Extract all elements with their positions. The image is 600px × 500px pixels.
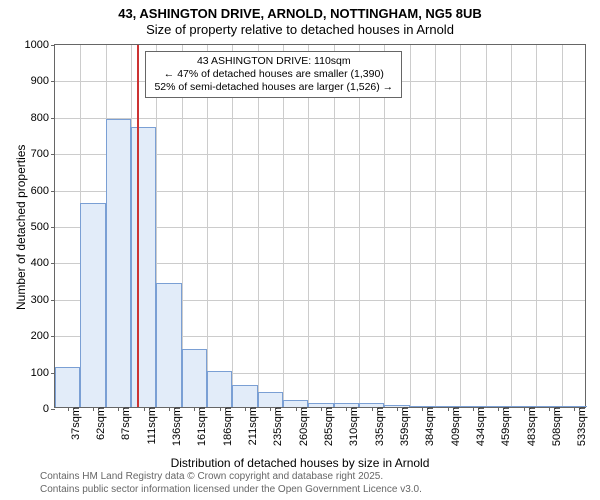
x-tick-label: 335sqm <box>368 407 386 446</box>
gridline-v <box>384 45 385 407</box>
x-tick-label: 87sqm <box>114 407 132 440</box>
y-tick-label: 800 <box>31 112 55 124</box>
gridline-v <box>460 45 461 407</box>
x-tick-label: 384sqm <box>418 407 436 446</box>
gridline-v <box>536 45 537 407</box>
x-tick-label: 459sqm <box>494 407 512 446</box>
gridline-v <box>232 45 233 407</box>
gridline-v <box>283 45 284 407</box>
x-tick-label: 533sqm <box>570 407 588 446</box>
y-axis-title: Number of detached properties <box>14 145 28 310</box>
gridline-v <box>435 45 436 407</box>
y-tick-label: 900 <box>31 75 55 87</box>
bar <box>80 203 105 407</box>
bar <box>232 385 257 407</box>
x-tick-label: 161sqm <box>190 407 208 446</box>
gridline-v <box>334 45 335 407</box>
y-tick-label: 0 <box>43 403 55 415</box>
x-tick-label: 483sqm <box>520 407 538 446</box>
bar <box>131 127 156 407</box>
y-tick-label: 100 <box>31 367 55 379</box>
y-tick-label: 1000 <box>25 39 55 51</box>
gridline-v <box>562 45 563 407</box>
plot-area: 0100200300400500600700800900100037sqm62s… <box>54 44 586 408</box>
x-tick-label: 260sqm <box>292 407 310 446</box>
annotation-line: ← 47% of detached houses are smaller (1,… <box>154 68 393 81</box>
x-tick-label: 508sqm <box>545 407 563 446</box>
x-tick-label: 359sqm <box>393 407 411 446</box>
footer-text: Contains HM Land Registry data © Crown c… <box>40 470 422 496</box>
y-tick-label: 400 <box>31 257 55 269</box>
chart-container: 43, ASHINGTON DRIVE, ARNOLD, NOTTINGHAM,… <box>0 0 600 500</box>
x-tick-label: 111sqm <box>140 407 158 445</box>
bar <box>283 400 308 407</box>
annotation-line: 52% of semi-detached houses are larger (… <box>154 81 393 94</box>
annotation-line: 43 ASHINGTON DRIVE: 110sqm <box>154 55 393 68</box>
x-tick-label: 37sqm <box>64 407 82 440</box>
x-tick-label: 186sqm <box>216 407 234 446</box>
y-tick-label: 700 <box>31 148 55 160</box>
x-tick-label: 434sqm <box>469 407 487 446</box>
bar <box>182 349 207 407</box>
gridline-v <box>410 45 411 407</box>
y-tick-label: 200 <box>31 330 55 342</box>
bar <box>55 367 80 407</box>
x-tick-label: 310sqm <box>342 407 360 446</box>
footer-line1: Contains HM Land Registry data © Crown c… <box>40 470 422 483</box>
y-tick-label: 600 <box>31 185 55 197</box>
y-tick-label: 500 <box>31 221 55 233</box>
gridline-v <box>207 45 208 407</box>
title-block: 43, ASHINGTON DRIVE, ARNOLD, NOTTINGHAM,… <box>0 0 600 37</box>
y-tick-label: 300 <box>31 294 55 306</box>
gridline-v <box>511 45 512 407</box>
bar <box>258 392 283 407</box>
x-tick-label: 285sqm <box>317 407 335 446</box>
gridline-v <box>308 45 309 407</box>
x-tick-label: 136sqm <box>165 407 183 446</box>
gridline-v <box>359 45 360 407</box>
x-axis-title: Distribution of detached houses by size … <box>0 456 600 470</box>
gridline-v <box>258 45 259 407</box>
footer-line2: Contains public sector information licen… <box>40 483 422 496</box>
title-line1: 43, ASHINGTON DRIVE, ARNOLD, NOTTINGHAM,… <box>0 6 600 21</box>
bar <box>106 119 131 407</box>
bar <box>207 371 232 407</box>
x-tick-label: 62sqm <box>89 407 107 440</box>
gridline-h <box>55 118 585 119</box>
title-line2: Size of property relative to detached ho… <box>0 22 600 37</box>
marker-line <box>137 45 139 407</box>
gridline-v <box>486 45 487 407</box>
x-tick-label: 235sqm <box>266 407 284 446</box>
x-tick-label: 211sqm <box>241 407 259 445</box>
x-tick-label: 409sqm <box>444 407 462 446</box>
bar <box>156 283 181 407</box>
annotation-box: 43 ASHINGTON DRIVE: 110sqm← 47% of detac… <box>145 51 402 98</box>
